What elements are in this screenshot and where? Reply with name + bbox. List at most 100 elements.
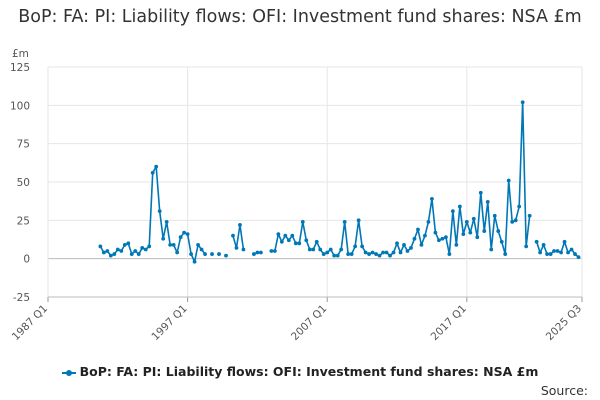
data-point[interactable] — [224, 253, 228, 258]
data-point[interactable] — [241, 247, 246, 252]
data-point[interactable] — [569, 247, 574, 252]
data-point[interactable] — [381, 250, 385, 255]
data-point[interactable] — [433, 230, 438, 235]
data-point[interactable] — [199, 247, 204, 252]
data-point[interactable] — [513, 218, 518, 223]
data-point[interactable] — [297, 241, 302, 246]
data-point[interactable] — [140, 246, 145, 250]
data-point[interactable] — [566, 250, 570, 255]
data-point[interactable] — [293, 241, 298, 246]
data-point[interactable] — [527, 213, 532, 218]
data-point[interactable] — [541, 242, 546, 247]
data-point[interactable] — [517, 204, 522, 209]
data-point[interactable] — [377, 253, 382, 258]
data-point[interactable] — [290, 233, 295, 238]
data-point[interactable] — [443, 235, 448, 240]
data-point[interactable] — [548, 252, 553, 256]
data-point[interactable] — [332, 253, 337, 258]
data-point[interactable] — [346, 252, 351, 256]
data-point[interactable] — [356, 218, 361, 223]
data-point[interactable] — [426, 219, 431, 224]
data-point[interactable] — [325, 250, 330, 255]
data-point[interactable] — [157, 209, 162, 214]
data-point[interactable] — [178, 235, 183, 240]
data-point[interactable] — [524, 244, 529, 249]
data-point[interactable] — [150, 170, 155, 175]
data-point[interactable] — [464, 219, 469, 224]
data-point[interactable] — [440, 236, 445, 241]
data-point[interactable] — [384, 250, 389, 255]
data-point[interactable] — [468, 230, 473, 235]
data-point[interactable] — [510, 219, 515, 224]
data-point[interactable] — [388, 253, 392, 258]
data-point[interactable] — [304, 238, 309, 243]
data-point[interactable] — [457, 204, 462, 209]
data-point[interactable] — [307, 247, 312, 252]
data-point[interactable] — [555, 249, 560, 253]
data-point[interactable] — [311, 247, 316, 252]
data-point[interactable] — [164, 219, 169, 224]
data-point[interactable] — [423, 233, 427, 238]
data-point[interactable] — [269, 249, 274, 253]
data-point[interactable] — [168, 242, 173, 247]
data-point[interactable] — [545, 252, 549, 256]
data-point[interactable] — [161, 236, 166, 241]
data-point[interactable] — [430, 196, 434, 201]
data-point[interactable] — [492, 213, 497, 218]
data-point[interactable] — [133, 249, 138, 253]
data-point[interactable] — [461, 232, 466, 237]
data-point[interactable] — [272, 249, 277, 253]
data-point[interactable] — [419, 242, 424, 247]
data-point[interactable] — [437, 238, 441, 243]
legend[interactable]: BoP: FA: PI: Liability flows: OFI: Inves… — [0, 364, 600, 379]
data-point[interactable] — [119, 249, 124, 253]
data-point[interactable] — [391, 250, 396, 255]
data-point[interactable] — [231, 233, 235, 238]
data-point[interactable] — [279, 239, 284, 244]
data-point[interactable] — [353, 244, 358, 249]
data-point[interactable] — [154, 164, 159, 169]
data-point[interactable] — [105, 249, 110, 253]
data-point[interactable] — [192, 259, 197, 264]
data-point[interactable] — [559, 250, 563, 255]
data-point[interactable] — [499, 239, 504, 244]
data-point[interactable] — [175, 250, 180, 255]
data-point[interactable] — [126, 241, 131, 246]
data-point[interactable] — [143, 247, 148, 252]
data-point[interactable] — [300, 219, 305, 224]
data-point[interactable] — [318, 247, 323, 252]
data-point[interactable] — [234, 246, 239, 250]
data-point[interactable] — [147, 244, 152, 249]
data-point[interactable] — [506, 178, 511, 183]
data-point[interactable] — [520, 100, 525, 105]
data-point[interactable] — [489, 247, 494, 252]
data-point[interactable] — [447, 252, 452, 256]
data-point[interactable] — [314, 239, 319, 244]
data-point[interactable] — [252, 252, 256, 256]
data-point[interactable] — [360, 244, 365, 249]
data-point[interactable] — [395, 241, 399, 246]
data-point[interactable] — [485, 200, 490, 204]
data-point[interactable] — [402, 242, 406, 247]
data-point[interactable] — [328, 247, 333, 252]
data-point[interactable] — [210, 252, 214, 256]
data-point[interactable] — [189, 252, 193, 256]
data-point[interactable] — [101, 250, 106, 255]
data-point[interactable] — [171, 242, 176, 247]
data-point[interactable] — [562, 239, 567, 244]
data-point[interactable] — [454, 242, 459, 247]
data-point[interactable] — [259, 250, 263, 255]
data-point[interactable] — [552, 249, 556, 253]
data-point[interactable] — [503, 252, 508, 256]
data-point[interactable] — [405, 249, 410, 253]
data-point[interactable] — [478, 190, 483, 195]
data-point[interactable] — [122, 242, 127, 247]
data-point[interactable] — [412, 236, 417, 241]
data-point[interactable] — [182, 230, 187, 235]
data-point[interactable] — [534, 239, 539, 244]
data-point[interactable] — [398, 250, 403, 255]
data-point[interactable] — [185, 232, 190, 237]
data-point[interactable] — [471, 216, 476, 221]
data-point[interactable] — [203, 252, 207, 256]
data-point[interactable] — [573, 252, 577, 256]
